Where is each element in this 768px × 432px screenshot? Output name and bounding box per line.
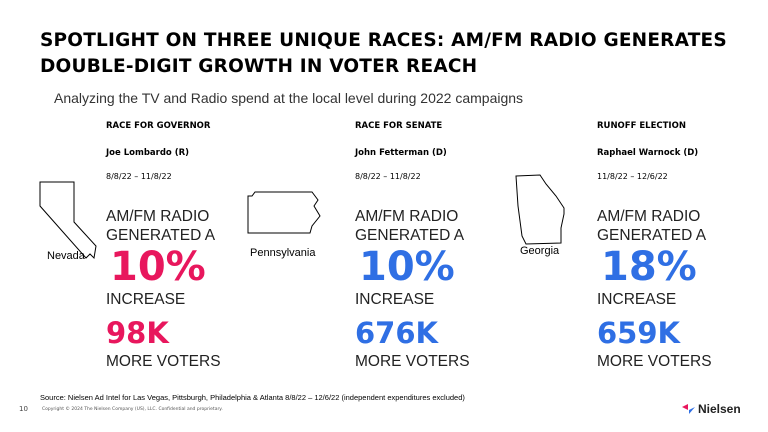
state-name: Georgia — [520, 245, 560, 257]
candidate: John Fetterman (D) — [355, 148, 447, 158]
logo: Nielsen — [698, 402, 741, 416]
percent: 10% — [110, 244, 206, 290]
georgia-outline — [515, 174, 565, 245]
pennsylvania-outline — [247, 191, 321, 234]
subtitle: Analyzing the TV and Radio spend at the … — [54, 90, 524, 106]
increase-label: INCREASE — [355, 291, 435, 308]
headline-line: GENERATED A — [106, 227, 216, 244]
percent: 18% — [601, 244, 697, 290]
race-label: RACE FOR SENATE — [355, 121, 443, 131]
headline-line: GENERATED A — [355, 227, 465, 244]
race-label: RUNOFF ELECTION — [597, 121, 686, 131]
voters-label: MORE VOTERS — [106, 353, 221, 370]
dates: 11/8/22 – 12/6/22 — [597, 172, 668, 181]
title-line: SPOTLIGHT ON THREE UNIQUE RACES: AM/FM R… — [40, 30, 727, 51]
source: Source: Nielsen Ad Intel for Las Vegas, … — [40, 393, 465, 402]
headline-line: AM/FM RADIO — [597, 208, 701, 225]
voters: 659K — [597, 316, 681, 350]
headline-line: GENERATED A — [597, 227, 707, 244]
dates: 8/8/22 – 11/8/22 — [106, 172, 172, 181]
headline-line: AM/FM RADIO — [355, 208, 459, 225]
headline-line: AM/FM RADIO — [106, 208, 210, 225]
candidate: Raphael Warnock (D) — [597, 148, 699, 158]
nielsen-logo-mark — [682, 404, 688, 410]
state-name: Pennsylvania — [250, 247, 316, 259]
nevada-outline — [39, 181, 97, 260]
nielsen-logo-mark — [689, 407, 695, 414]
voters: 98K — [106, 316, 169, 350]
race-label: RACE FOR GOVERNOR — [106, 121, 211, 131]
copyright: Copyright © 2024 The Nielsen Company (US… — [42, 407, 223, 412]
increase-label: INCREASE — [597, 291, 677, 308]
dates: 8/8/22 – 11/8/22 — [355, 172, 421, 181]
increase-label: INCREASE — [106, 291, 186, 308]
voters-label: MORE VOTERS — [597, 353, 712, 370]
page-number: 10 — [19, 405, 28, 413]
candidate: Joe Lombardo (R) — [106, 148, 190, 158]
voters: 676K — [355, 316, 439, 350]
title-line: DOUBLE-DIGIT GROWTH IN VOTER REACH — [40, 56, 478, 77]
percent: 10% — [359, 244, 455, 290]
voters-label: MORE VOTERS — [355, 353, 470, 370]
state-name: Nevada — [47, 250, 85, 262]
